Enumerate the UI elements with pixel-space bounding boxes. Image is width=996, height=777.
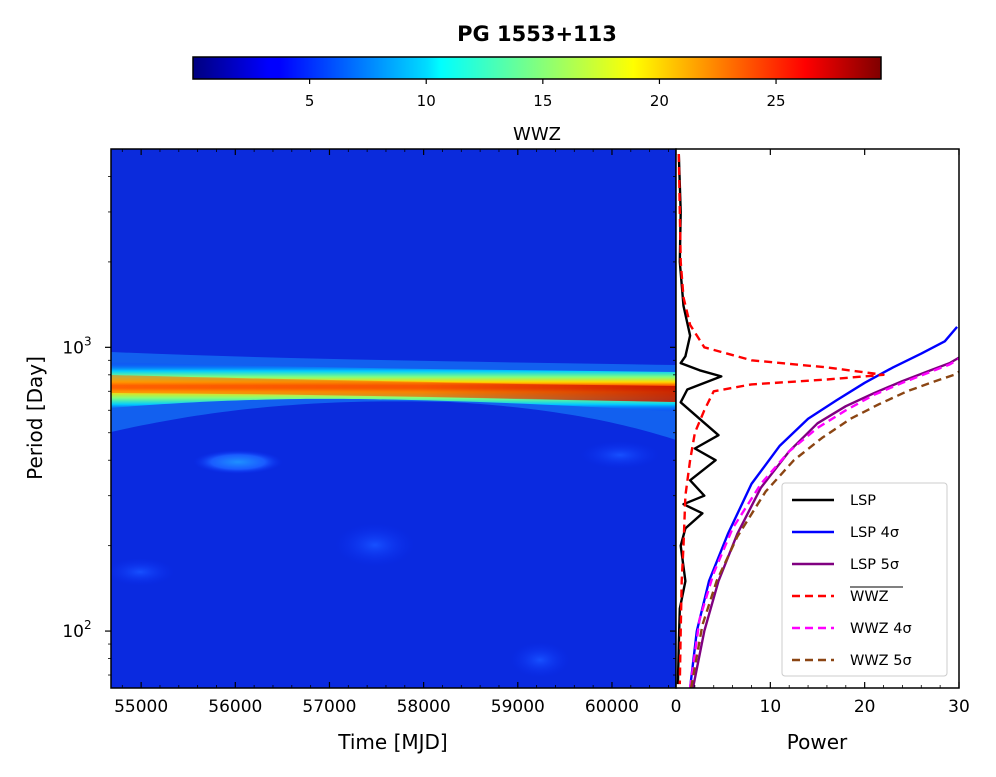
colorbar-tick-label: 5 — [305, 92, 315, 110]
blob-410d — [193, 450, 283, 474]
power-series — [676, 153, 959, 688]
x-axis-label: Time [MJD] — [337, 730, 447, 754]
series-line-3 — [677, 153, 885, 685]
legend-label-lsp5: LSP 5σ — [850, 557, 899, 573]
power-tick-label: 0 — [671, 697, 682, 717]
blob-faint-b — [111, 558, 175, 586]
legend-box — [781, 482, 948, 677]
colorbar-tick-label: 15 — [533, 92, 552, 110]
heatmap-plot — [111, 149, 676, 688]
legend-label-lsp4: LSP 4σ — [850, 525, 899, 541]
power-tick-label: 10 — [760, 697, 782, 717]
heatmap-ticks: 55000 56000 57000 58000 59000 60000 102 103 — [62, 149, 676, 717]
legend-item-wwz: WWZ — [792, 586, 903, 605]
series-line-5 — [689, 370, 959, 688]
x-tick-label: 55000 — [114, 697, 168, 717]
legend-label-lsp: LSP — [850, 493, 876, 509]
colorbar-tick-label: 20 — [650, 92, 669, 110]
power-ticks: 0 10 20 30 — [671, 149, 970, 717]
colorbar-ticks: 5 10 15 20 25 — [305, 79, 786, 110]
power-frame — [675, 148, 960, 689]
legend-label-wwz5: WWZ 5σ — [850, 653, 912, 669]
chart-title: PG 1553+113 — [457, 22, 617, 46]
legend-item-wwz4: WWZ 4σ — [792, 621, 912, 637]
y-axis-label: Period [Day] — [23, 356, 47, 480]
legend-item-wwz5: WWZ 5σ — [792, 653, 912, 669]
legend-item-lsp5: LSP 5σ — [792, 557, 899, 573]
x-tick-label: 56000 — [208, 697, 262, 717]
series-line-0 — [676, 153, 723, 685]
blob-faint-a — [335, 523, 415, 567]
colorbar-tick-label: 10 — [417, 92, 436, 110]
power-axis-label: Power — [787, 730, 848, 754]
colorbar: 5 10 15 20 25 WWZ — [192, 56, 882, 145]
x-tick-label: 58000 — [397, 697, 451, 717]
y-tick-label: 102 — [62, 618, 91, 642]
ridge-core-right — [111, 376, 676, 402]
y-tick-label: 103 — [62, 334, 91, 358]
legend-item-lsp4: LSP 4σ — [792, 525, 899, 541]
colorbar-gradient — [192, 56, 882, 80]
legend-label-wwz4: WWZ 4σ — [850, 621, 912, 637]
power-tick-label: 30 — [948, 697, 970, 717]
legend-label-wwz: WWZ — [850, 589, 889, 605]
legend-item-lsp: LSP — [792, 493, 876, 509]
legend: LSP LSP 4σ LSP 5σ WWZ WWZ 4σ WWZ 5σ — [781, 482, 948, 677]
blob-faint-c — [510, 642, 570, 678]
series-line-2 — [691, 356, 959, 688]
power-tick-label: 20 — [854, 697, 876, 717]
series-line-1 — [688, 326, 959, 688]
x-tick-label: 60000 — [585, 697, 639, 717]
x-tick-label: 59000 — [491, 697, 545, 717]
colorbar-label: WWZ — [513, 124, 561, 145]
x-tick-label: 57000 — [302, 697, 356, 717]
blob-faint-d — [580, 441, 660, 469]
colorbar-tick-label: 25 — [767, 92, 786, 110]
series-line-4 — [688, 357, 959, 688]
